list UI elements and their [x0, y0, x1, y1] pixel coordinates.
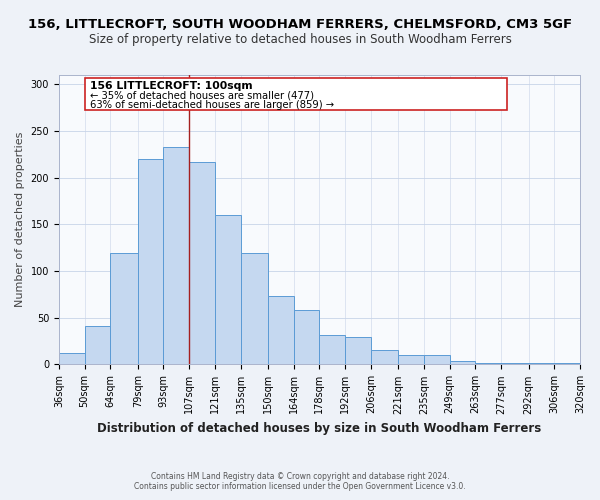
Bar: [475, 362, 501, 364]
Text: Contains HM Land Registry data © Crown copyright and database right 2024.: Contains HM Land Registry data © Crown c…: [151, 472, 449, 481]
Bar: [450, 360, 475, 364]
Bar: [189, 162, 215, 364]
Text: 63% of semi-detached houses are larger (859) →: 63% of semi-detached houses are larger (…: [90, 100, 334, 110]
Bar: [268, 296, 294, 364]
Bar: [398, 355, 424, 364]
Bar: [294, 310, 319, 364]
Bar: [138, 159, 163, 364]
Bar: [215, 215, 241, 364]
Text: Contains public sector information licensed under the Open Government Licence v3: Contains public sector information licen…: [134, 482, 466, 491]
Text: 156, LITTLECROFT, SOUTH WOODHAM FERRERS, CHELMSFORD, CM3 5GF: 156, LITTLECROFT, SOUTH WOODHAM FERRERS,…: [28, 18, 572, 30]
Bar: [554, 362, 580, 364]
Bar: [345, 338, 371, 364]
Bar: [85, 326, 110, 364]
Bar: [529, 362, 554, 364]
Bar: [110, 254, 138, 364]
Bar: [241, 254, 268, 364]
Bar: [501, 362, 529, 364]
Text: Size of property relative to detached houses in South Woodham Ferrers: Size of property relative to detached ho…: [89, 32, 511, 46]
Y-axis label: Number of detached properties: Number of detached properties: [15, 132, 25, 308]
X-axis label: Distribution of detached houses by size in South Woodham Ferrers: Distribution of detached houses by size …: [97, 422, 542, 435]
Text: ← 35% of detached houses are smaller (477): ← 35% of detached houses are smaller (47…: [90, 91, 314, 101]
Bar: [371, 350, 398, 364]
Bar: [424, 355, 450, 364]
Text: 156 LITTLECROFT: 100sqm: 156 LITTLECROFT: 100sqm: [90, 80, 253, 90]
Bar: [163, 147, 189, 364]
Bar: [319, 334, 345, 364]
Bar: [59, 353, 85, 364]
FancyBboxPatch shape: [85, 78, 506, 110]
